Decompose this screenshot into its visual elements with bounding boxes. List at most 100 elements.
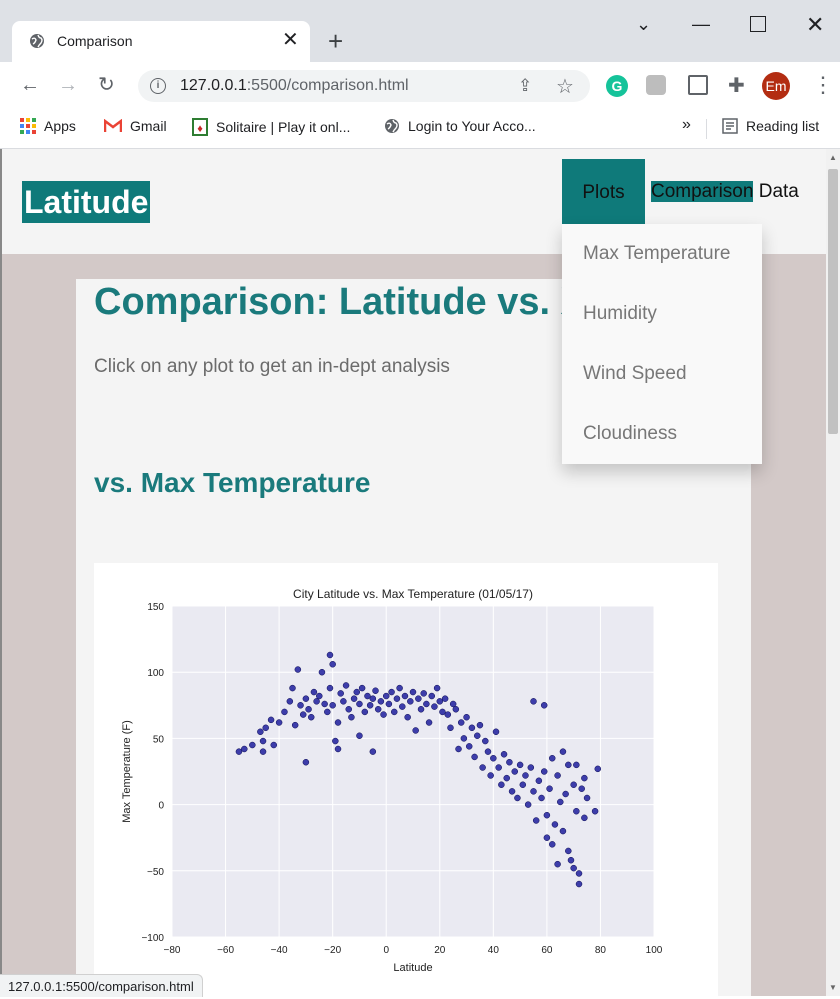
- nav-plots[interactable]: Plots: [562, 159, 645, 224]
- gmail-icon: [104, 119, 122, 132]
- page-scrollbar[interactable]: ▲ ▼: [826, 149, 840, 996]
- grammarly-icon[interactable]: G: [606, 75, 628, 97]
- profile-avatar[interactable]: Em: [762, 72, 790, 100]
- y-tick-label: −100: [141, 933, 164, 944]
- reload-icon[interactable]: ↻: [98, 74, 115, 96]
- data-point: [479, 764, 486, 771]
- puzzle-icon[interactable]: ✚: [728, 75, 745, 97]
- data-point: [500, 751, 508, 758]
- nav-comparison[interactable]: Comparison: [651, 181, 754, 202]
- site-header: Latitude Plots Comparison Data: [2, 149, 828, 254]
- data-point: [559, 748, 567, 755]
- data-point: [441, 695, 449, 702]
- data-point: [431, 703, 438, 710]
- data-point: [487, 772, 494, 779]
- scroll-up-icon[interactable]: ▲: [829, 153, 837, 162]
- url-path: :5500/comparison.html: [246, 77, 409, 94]
- data-point: [321, 700, 328, 708]
- data-point: [345, 706, 352, 713]
- scrollbar-thumb[interactable]: [828, 169, 838, 434]
- dropdown-max-temperature[interactable]: Max Temperature: [583, 243, 731, 264]
- data-point: [267, 716, 275, 724]
- data-point: [326, 651, 334, 659]
- data-point: [361, 708, 369, 716]
- menu-icon[interactable]: ⋮: [812, 72, 834, 97]
- forward-icon[interactable]: →: [58, 74, 78, 96]
- bookmark-login[interactable]: Login to Your Acco...: [384, 118, 536, 134]
- address-bar[interactable]: i 127.0.0.1:5500/comparison.html ⇪ ☆: [138, 70, 590, 102]
- y-tick-label: 0: [158, 801, 164, 812]
- page-title: Comparison: Latitude vs. X: [94, 281, 586, 323]
- data-point: [468, 724, 476, 732]
- reading-list[interactable]: Reading list: [722, 118, 819, 134]
- bookmark-apps[interactable]: Apps: [20, 118, 76, 134]
- data-point: [543, 811, 551, 819]
- data-point: [388, 688, 395, 696]
- data-point: [559, 827, 567, 835]
- data-point: [326, 684, 334, 692]
- data-point: [492, 728, 500, 736]
- data-point: [495, 764, 502, 771]
- data-point: [393, 695, 401, 702]
- x-tick-label: 60: [541, 945, 553, 956]
- data-point: [270, 741, 278, 749]
- data-point: [449, 700, 457, 708]
- data-point: [524, 801, 532, 808]
- data-point: [302, 695, 310, 702]
- data-point: [391, 708, 398, 716]
- data-point: [412, 727, 419, 734]
- scatter-chart[interactable]: −80 −60 −40 −20 0 20 40 60 80 100 −100 −50 0 50 100 150…: [94, 563, 718, 996]
- section-heading: vs. Max Temperature: [94, 467, 371, 498]
- active-tab[interactable]: Comparison ✕: [12, 21, 310, 62]
- bookmark-gmail[interactable]: Gmail: [104, 118, 167, 134]
- data-point: [591, 807, 599, 815]
- data-point: [334, 719, 342, 726]
- data-point: [307, 713, 315, 721]
- plots-dropdown: Max Temperature Humidity Wind Speed Clou…: [562, 224, 762, 464]
- site-brand[interactable]: Latitude: [22, 181, 151, 223]
- data-point: [565, 847, 572, 855]
- chart-title: City Latitude vs. Max Temperature (01/05…: [293, 587, 533, 601]
- extension-grid-icon[interactable]: [688, 75, 708, 95]
- data-point: [514, 794, 521, 802]
- x-tick-label: 20: [434, 945, 446, 956]
- data-point: [557, 798, 564, 806]
- data-point: [565, 761, 572, 769]
- data-point: [420, 690, 427, 697]
- bookmark-solitaire[interactable]: ♦ Solitaire | Play it onl...: [192, 118, 350, 136]
- close-window-icon[interactable]: ✕: [806, 12, 825, 37]
- dropdown-cloudiness[interactable]: Cloudiness: [583, 423, 677, 444]
- data-point: [474, 732, 481, 740]
- back-icon[interactable]: ←: [20, 74, 40, 96]
- data-point: [455, 745, 462, 753]
- data-point: [578, 785, 585, 792]
- maximize-icon[interactable]: [750, 16, 766, 32]
- bookmark-label: Solitaire | Play it onl...: [216, 119, 351, 135]
- tab-search-icon[interactable]: ⌄: [636, 14, 652, 34]
- extension-icon[interactable]: [646, 75, 666, 95]
- site-info-icon[interactable]: i: [150, 78, 166, 94]
- data-point: [329, 661, 336, 668]
- y-tick-label: −50: [147, 867, 164, 878]
- data-point: [508, 788, 516, 795]
- data-point: [415, 695, 422, 702]
- data-point: [297, 702, 304, 709]
- x-tick-label: −80: [164, 945, 181, 956]
- data-point: [463, 713, 470, 721]
- web-page: Latitude Plots Comparison Data Compariso…: [0, 149, 828, 996]
- dropdown-wind-speed[interactable]: Wind Speed: [583, 363, 687, 384]
- bookmark-star-icon[interactable]: ☆: [556, 76, 574, 98]
- x-tick-label: −40: [271, 945, 288, 956]
- data-point: [581, 814, 588, 822]
- more-bookmarks-icon[interactable]: »: [682, 116, 691, 133]
- data-point: [310, 688, 318, 696]
- plot-image[interactable]: −80 −60 −40 −20 0 20 40 60 80 100 −100 −50 0 50 100 150…: [94, 563, 718, 996]
- share-icon[interactable]: ⇪: [518, 76, 533, 95]
- new-tab-icon[interactable]: +: [328, 26, 344, 56]
- dropdown-humidity[interactable]: Humidity: [583, 303, 657, 324]
- close-tab-icon[interactable]: ✕: [282, 29, 299, 51]
- minimize-icon[interactable]: —: [692, 14, 710, 34]
- scroll-down-icon[interactable]: ▼: [829, 983, 837, 992]
- nav-data[interactable]: Data: [758, 181, 799, 202]
- reading-list-icon: [722, 118, 738, 134]
